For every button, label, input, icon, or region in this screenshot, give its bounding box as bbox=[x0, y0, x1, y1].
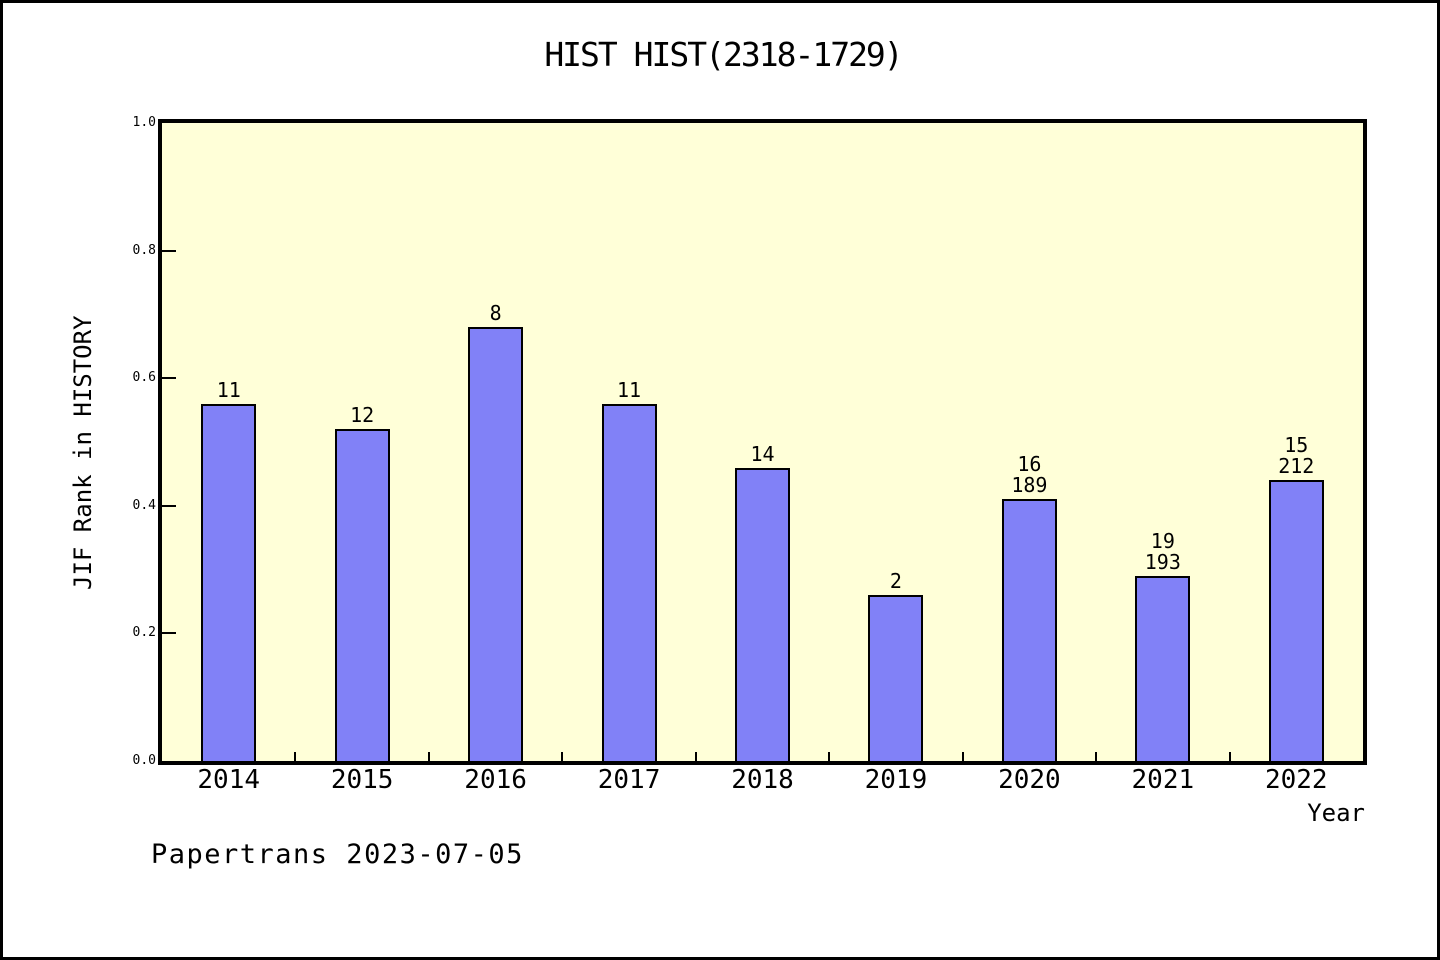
bar-value-label-2021: 19 193 bbox=[1093, 531, 1233, 573]
x-tick-mark bbox=[828, 752, 831, 761]
y-tick-label-1.0: 1.0 bbox=[132, 115, 156, 130]
bar-value-line: 16 bbox=[1017, 452, 1042, 476]
x-tick-mark bbox=[427, 752, 430, 761]
bar-value-line: 11 bbox=[617, 378, 642, 402]
bar-value-line: 19 bbox=[1150, 529, 1175, 553]
bar-value-label-2020: 16 189 bbox=[959, 454, 1099, 496]
x-tick-label-2021: 2021 bbox=[1131, 765, 1195, 795]
x-tick-label-2018: 2018 bbox=[731, 765, 794, 795]
bar-value-label-2018: 14 bbox=[693, 444, 833, 465]
x-tick-mark bbox=[961, 752, 964, 761]
bar-value-label-2022: 15 212 bbox=[1226, 435, 1366, 477]
bar-value-label-2014: 11 bbox=[159, 380, 299, 401]
bar-value-label-2016: 8 bbox=[426, 303, 566, 324]
x-tick-mark bbox=[294, 752, 297, 761]
bar-2020 bbox=[1001, 499, 1057, 761]
y-tick-label-0.0: 0.0 bbox=[132, 753, 156, 768]
y-tick-mark bbox=[162, 504, 176, 507]
y-tick-label-0.8: 0.8 bbox=[132, 242, 156, 258]
bar-value-line: 193 bbox=[1144, 550, 1181, 574]
bar-value-line: 189 bbox=[1011, 473, 1048, 497]
y-tick-label-0.6: 0.6 bbox=[132, 370, 156, 386]
x-tick-mark bbox=[694, 752, 697, 761]
x-tick-label-2019: 2019 bbox=[864, 765, 928, 795]
x-tick-label-2015: 2015 bbox=[330, 765, 394, 795]
bar-2021 bbox=[1135, 576, 1191, 761]
bar-value-label-2015: 12 bbox=[292, 405, 432, 426]
y-tick-mark bbox=[162, 632, 176, 635]
bar-2014 bbox=[201, 404, 257, 761]
chart-title: HIST HIST(2318-1729) bbox=[544, 35, 903, 74]
x-tick-mark bbox=[1228, 752, 1231, 761]
x-tick-mark bbox=[561, 752, 564, 761]
bar-value-label-2019: 2 bbox=[826, 571, 966, 592]
bar-2018 bbox=[735, 468, 790, 761]
bar-2016 bbox=[468, 327, 524, 761]
bar-2015 bbox=[334, 429, 390, 761]
y-tick-mark bbox=[162, 249, 176, 252]
footer-note: Papertrans 2023-07-05 bbox=[151, 839, 524, 870]
bar-2017 bbox=[601, 404, 657, 761]
bar-value-line: 12 bbox=[350, 403, 375, 427]
x-tick-label-2020: 2020 bbox=[998, 765, 1061, 795]
bar-value-line: 2 bbox=[889, 569, 902, 593]
bar-value-line: 8 bbox=[489, 301, 502, 325]
x-tick-label-2017: 2017 bbox=[597, 765, 661, 795]
bar-2022 bbox=[1268, 480, 1324, 761]
x-tick-label-2016: 2016 bbox=[464, 765, 527, 795]
y-tick-mark bbox=[162, 377, 176, 380]
x-tick-label-2022: 2022 bbox=[1264, 765, 1328, 795]
bar-value-line: 212 bbox=[1278, 454, 1315, 478]
bar-value-label-2017: 11 bbox=[559, 380, 699, 401]
bar-value-line: 15 bbox=[1284, 433, 1309, 457]
x-axis-label: Year bbox=[1307, 799, 1365, 827]
bar-value-line: 14 bbox=[750, 442, 775, 466]
bar-2019 bbox=[868, 595, 924, 761]
y-axis-label: JIF Rank in HISTORY bbox=[69, 315, 97, 590]
x-tick-mark bbox=[1095, 752, 1098, 761]
bar-value-line: 11 bbox=[216, 378, 241, 402]
x-tick-label-2014: 2014 bbox=[197, 765, 261, 795]
y-tick-label-0.2: 0.2 bbox=[132, 625, 156, 641]
y-tick-label-0.4: 0.4 bbox=[132, 497, 156, 513]
plot-area: 11 12 8 11 14 2 16 189 19 193 15 212 bbox=[158, 119, 1367, 765]
